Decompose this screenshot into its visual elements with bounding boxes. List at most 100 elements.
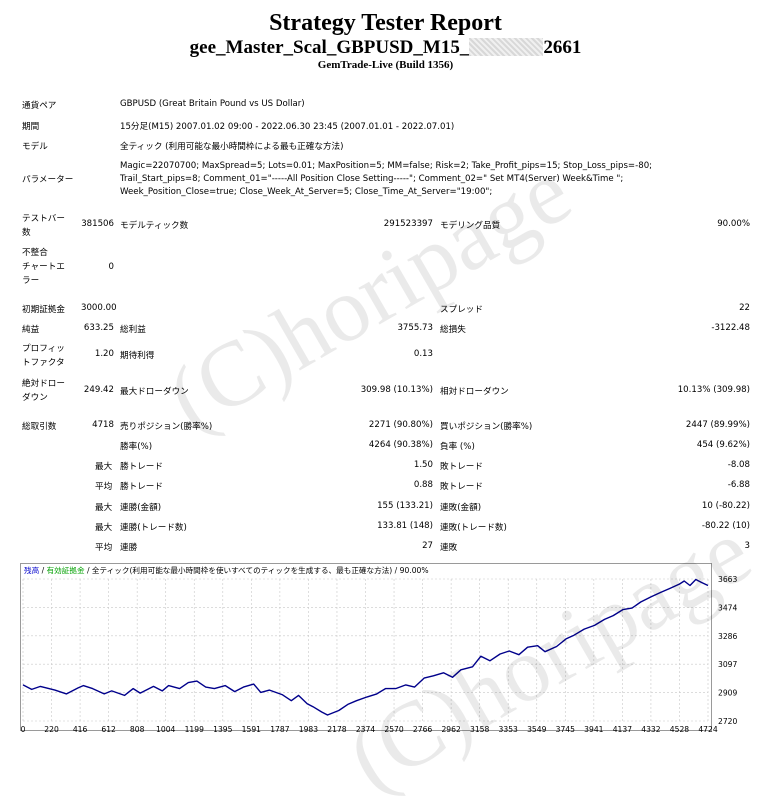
long-label: 買いポジション(勝率%) — [440, 422, 533, 432]
cons-loss-count-label: 連敗(トレード数) — [440, 523, 507, 533]
spread-label: スプレッド — [440, 305, 483, 315]
max-loss-value: -8.08 — [727, 460, 750, 470]
params-line-3: Week_Position_Close=true; Close_Week_At_… — [120, 187, 493, 197]
gross-profit-value: 3755.73 — [397, 323, 433, 333]
params-line-2: Trail_Start_pips=8; Comment_01="-----All… — [120, 174, 624, 184]
win-label: 勝率(%) — [120, 442, 153, 452]
max-win-label: 勝トレード — [120, 462, 163, 472]
x-tick-label: 4137 — [613, 725, 632, 734]
x-tick-label: 2962 — [441, 725, 460, 734]
y-tick-label: 2720 — [718, 717, 737, 726]
legend-sep: / — [39, 566, 47, 575]
spread-value: 22 — [739, 303, 750, 313]
net-label: 純益 — [22, 325, 40, 335]
x-tick-label: 612 — [101, 725, 116, 734]
x-tick-label: 4528 — [670, 725, 689, 734]
max-dd-label: 最大ドローダウン — [120, 387, 189, 397]
abs-dd-label-2: ダウン — [22, 393, 48, 403]
max-label-2: 最大 — [95, 503, 113, 513]
x-tick-label: 3941 — [584, 725, 603, 734]
model-label: モデル — [22, 142, 48, 152]
bars-label-1: テストバー — [22, 214, 65, 224]
y-tick-label: 3286 — [718, 632, 737, 641]
pair-value: GBPUSD (Great Britain Pound vs US Dollar… — [120, 99, 305, 109]
avg-cons-win-value: 27 — [422, 541, 433, 551]
x-tick-label: 3158 — [470, 725, 489, 734]
model-value: 全ティック (利用可能な最小時間枠による最も正確な方法) — [120, 142, 344, 152]
subtitle-left: gee_Master_Scal_GBPUSD_M15_ — [189, 37, 470, 58]
avg-cons-loss-value: 3 — [744, 541, 750, 551]
expected-label: 期待利得 — [120, 351, 155, 361]
avg-cons-loss-label: 連敗 — [440, 543, 458, 553]
deposit-value: 3000.00 — [81, 303, 117, 313]
period-label: 期間 — [22, 122, 40, 132]
abs-dd-value: 249.42 — [83, 385, 114, 395]
report-title: Strategy Tester Report — [269, 10, 502, 36]
loss-value: 454 (9.62%) — [696, 440, 750, 450]
x-tick-label: 2570 — [384, 725, 403, 734]
x-tick-label: 1199 — [185, 725, 204, 734]
loss-label: 負率 (%) — [440, 442, 475, 452]
rel-dd-label: 相対ドローダウン — [440, 387, 509, 397]
x-tick-label: 1591 — [242, 725, 261, 734]
max-label-1: 最大 — [95, 462, 113, 472]
avg-win-label: 勝トレード — [120, 482, 163, 492]
max-loss-label: 敗トレード — [440, 462, 483, 472]
chart-legend: 残高 / 有効証拠金 / 全ティック(利用可能な最小時間枠を使いすべてのティック… — [24, 565, 429, 576]
x-tick-label: 2178 — [327, 725, 346, 734]
cons-loss-money-value: 10 (-80.22) — [701, 501, 750, 511]
pf-label-1: プロフィッ — [22, 344, 65, 354]
mismatch-label-2: チャートエ — [22, 262, 65, 272]
x-tick-label: 416 — [73, 725, 88, 734]
quality-label: モデリング品質 — [440, 221, 501, 231]
y-tick-label: 3474 — [718, 603, 737, 612]
balance-line — [22, 578, 709, 716]
x-tick-label: 3549 — [527, 725, 546, 734]
abs-dd-label-1: 絶対ドロー — [22, 379, 65, 389]
x-tick-label: 808 — [130, 725, 145, 734]
gross-loss-value: -3122.48 — [711, 323, 750, 333]
long-value: 2447 (89.99%) — [685, 420, 750, 430]
x-tick-label: 1004 — [156, 725, 175, 734]
x-tick-label: 1395 — [213, 725, 232, 734]
mismatch-label-3: ラー — [22, 276, 40, 286]
avg-label-1: 平均 — [95, 482, 113, 492]
period-value: 15分足(M15) 2007.01.02 09:00 - 2022.06.30 … — [120, 122, 455, 132]
cons-win-count-label: 連勝(トレード数) — [120, 523, 187, 533]
avg-loss-label: 敗トレード — [440, 482, 483, 492]
redacted-block — [469, 38, 544, 56]
chart-frame — [20, 563, 712, 731]
x-tick-label: 0 — [21, 725, 26, 734]
total-trades-label: 総取引数 — [22, 422, 57, 432]
y-tick-label: 3663 — [718, 575, 737, 584]
bars-label-2: 数 — [22, 228, 31, 238]
quality-value: 90.00% — [717, 219, 750, 229]
avg-loss-value: -6.88 — [727, 480, 750, 490]
mismatch-label-1: 不整合 — [22, 248, 48, 258]
rel-dd-value: 10.13% (309.98) — [677, 385, 750, 395]
pair-label: 通貨ペア — [22, 101, 57, 111]
pf-value: 1.20 — [94, 349, 114, 359]
cons-win-money-label: 連勝(金額) — [120, 503, 162, 513]
legend-margin: 有効証拠金 — [46, 566, 85, 575]
x-tick-label: 2766 — [413, 725, 432, 734]
short-label: 売りポジション(勝率%) — [120, 422, 213, 432]
x-tick-label: 1983 — [299, 725, 318, 734]
params-label: パラメーター — [22, 175, 74, 185]
deposit-label: 初期証拠金 — [22, 305, 65, 315]
subtitle-right: 2661 — [543, 37, 582, 58]
params-line-1: Magic=22070700; MaxSpread=5; Lots=0.01; … — [120, 161, 653, 171]
x-tick-label: 3745 — [556, 725, 575, 734]
avg-win-value: 0.88 — [413, 480, 433, 490]
y-tick-label: 2909 — [718, 689, 737, 698]
x-tick-label: 2374 — [356, 725, 375, 734]
report-build: GemTrade-Live (Build 1356) — [317, 59, 454, 71]
pf-label-2: トファクタ — [22, 358, 65, 368]
x-tick-label: 4332 — [641, 725, 660, 734]
win-value: 4264 (90.38%) — [368, 440, 433, 450]
max-dd-value: 309.98 (10.13%) — [360, 385, 433, 395]
x-tick-label: 3353 — [499, 725, 518, 734]
y-tick-label: 3097 — [718, 660, 737, 669]
x-tick-label: 1787 — [270, 725, 289, 734]
mismatch-value: 0 — [108, 262, 114, 272]
